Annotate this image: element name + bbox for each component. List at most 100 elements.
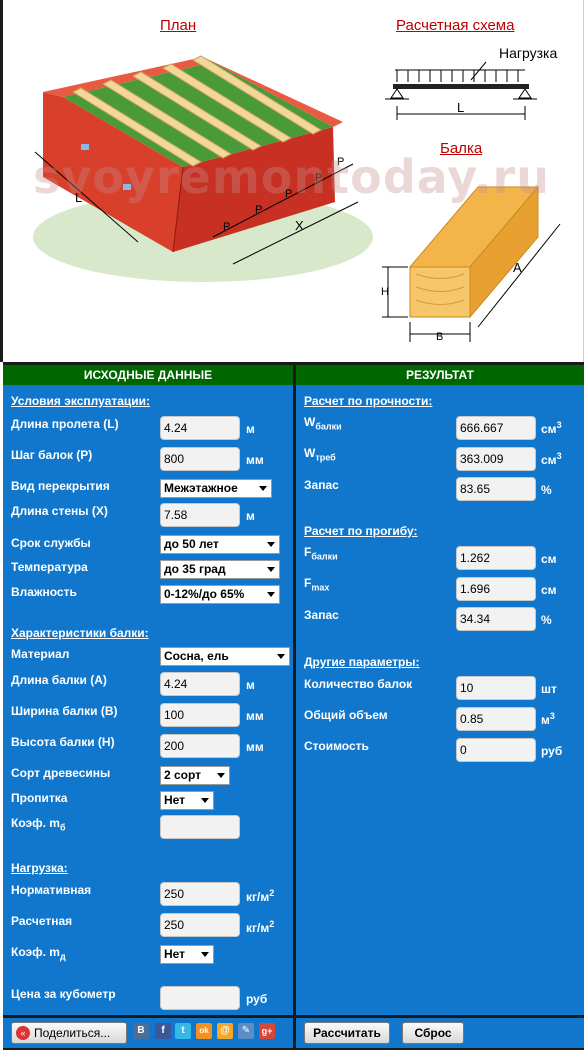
grade-select[interactable]: 2 сорт xyxy=(160,766,230,785)
f-max-sub: max xyxy=(311,582,330,593)
w-beam-unit-sup: 3 xyxy=(556,420,562,430)
chevron-down-icon xyxy=(217,773,225,778)
coef-mb-label: Коэф. mб xyxy=(11,816,66,832)
input-column: ИСХОДНЫЕ ДАННЫЕ Условия эксплуатации: Дл… xyxy=(3,365,293,1015)
volume-unit: м3 xyxy=(541,711,555,727)
humidity-select[interactable]: 0-12%/до 65% xyxy=(160,585,280,604)
beam-length-unit: м xyxy=(246,678,255,692)
floor-type-value: Межэтажное xyxy=(164,481,238,495)
load-label: Нагрузка xyxy=(499,45,557,61)
beam-heading: Балка xyxy=(440,140,483,157)
normative-label: Нормативная xyxy=(11,883,92,897)
cost-label: Стоимость xyxy=(304,739,369,753)
f-beam-text: F xyxy=(304,545,312,559)
cost-output: 0 xyxy=(456,738,536,762)
design-unit: кг/м2 xyxy=(246,919,274,935)
w-req-unit-sup: 3 xyxy=(556,451,562,461)
reserve-deflection-output: 34.34 xyxy=(456,607,536,631)
life-label: Срок службы xyxy=(11,536,91,550)
vk-icon[interactable]: B xyxy=(133,1023,149,1039)
coef-mb-input[interactable] xyxy=(160,815,240,839)
odnoklassniki-icon[interactable]: ok xyxy=(196,1023,212,1039)
material-select[interactable]: Сосна, ель xyxy=(160,647,290,666)
beam-count-unit: шт xyxy=(541,682,557,696)
share-icon: « xyxy=(16,1026,30,1040)
impregnation-select[interactable]: Нет xyxy=(160,791,214,810)
span-unit: м xyxy=(246,422,255,436)
normative-input[interactable]: 250 xyxy=(160,882,240,906)
chevron-down-icon xyxy=(267,592,275,597)
reserve-deflection-unit: % xyxy=(541,613,552,627)
material-label: Материал xyxy=(11,647,70,661)
volume-unit-sup: 3 xyxy=(549,711,555,721)
plan-x-label: X xyxy=(295,218,304,233)
step-unit: мм xyxy=(246,453,264,467)
coef-md-text: Коэф. m xyxy=(11,945,60,959)
calculator-panel: ИСХОДНЫЕ ДАННЫЕ Условия эксплуатации: Дл… xyxy=(3,362,584,1050)
watermark: svoyremontoday.ru xyxy=(33,150,550,204)
volume-label: Общий объем xyxy=(304,708,388,722)
wall-input[interactable]: 7.58 xyxy=(160,503,240,527)
reset-button[interactable]: Сброс xyxy=(402,1022,464,1044)
w-beam-output: 666.667 xyxy=(456,416,536,440)
floor-type-label: Вид перекрытия xyxy=(11,479,110,493)
plan-p-label: P xyxy=(285,188,292,200)
reserve-strength-output: 83.65 xyxy=(456,477,536,501)
share-bar: « Поделиться... B f t ok @ ✎ g+ xyxy=(3,1018,293,1048)
input-header: ИСХОДНЫЕ ДАННЫЕ xyxy=(3,365,293,385)
beam-height-label: Высота балки (H) xyxy=(11,735,115,749)
chevron-down-icon xyxy=(201,798,209,803)
conditions-title: Условия эксплуатации: xyxy=(11,394,150,408)
humidity-value: 0-12%/до 65% xyxy=(164,587,245,601)
normative-unit: кг/м2 xyxy=(246,888,274,904)
google-plus-icon[interactable]: g+ xyxy=(259,1023,275,1039)
illustration-area: План Расчетная схема Балка L X xyxy=(0,0,584,362)
step-input[interactable]: 800 xyxy=(160,447,240,471)
calculate-button[interactable]: Рассчитать xyxy=(304,1022,390,1044)
w-beam-sub: балки xyxy=(315,421,342,432)
mail-icon[interactable]: @ xyxy=(217,1023,233,1039)
beam-width-input[interactable]: 100 xyxy=(160,703,240,727)
beam-length-input[interactable]: 4.24 xyxy=(160,672,240,696)
beam-width-unit: мм xyxy=(246,709,264,723)
f-beam-sub: балки xyxy=(311,551,338,562)
twitter-icon[interactable]: t xyxy=(175,1023,191,1039)
plan-illustration: L X P P P P P xyxy=(33,55,373,282)
chevron-down-icon xyxy=(259,486,267,491)
wall-label: Длина стены (X) xyxy=(11,504,108,518)
beam-char-title: Характеристики балки: xyxy=(11,626,149,640)
coef-md-value: Нет xyxy=(164,947,186,961)
share-button[interactable]: « Поделиться... xyxy=(11,1022,127,1044)
f-max-label: Fmax xyxy=(304,576,329,592)
wall-unit: м xyxy=(246,509,255,523)
beam-height-unit: мм xyxy=(246,740,264,754)
w-beam-unit-text: см xyxy=(541,422,557,436)
w-req-unit: см3 xyxy=(541,451,562,467)
reserve-strength-label: Запас xyxy=(304,478,339,492)
f-beam-output: 1.262 xyxy=(456,546,536,570)
beam-count-label: Количество балок xyxy=(304,677,413,691)
design-input[interactable]: 250 xyxy=(160,913,240,937)
w-req-text: W xyxy=(304,446,316,460)
beam-count-output: 10 xyxy=(456,676,536,700)
coef-md-select[interactable]: Нет xyxy=(160,945,214,964)
span-input[interactable]: 4.24 xyxy=(160,416,240,440)
livejournal-icon[interactable]: ✎ xyxy=(238,1023,254,1039)
floor-type-select[interactable]: Межэтажное xyxy=(160,479,272,498)
volume-output: 0.85 xyxy=(456,707,536,731)
plan-p-label: P xyxy=(255,204,262,216)
beam-b-label: B xyxy=(436,331,443,343)
chevron-down-icon xyxy=(277,654,285,659)
temp-select[interactable]: до 35 град xyxy=(160,560,280,579)
facebook-icon[interactable]: f xyxy=(155,1023,171,1039)
w-req-sub: треб xyxy=(315,452,336,463)
beam-illustration: H B A xyxy=(381,185,561,343)
price-input[interactable] xyxy=(160,986,240,1010)
action-bar: Рассчитать Сброс xyxy=(296,1018,584,1048)
f-beam-label: Fбалки xyxy=(304,545,338,561)
beam-height-input[interactable]: 200 xyxy=(160,734,240,758)
w-beam-text: W xyxy=(304,415,316,429)
strength-title: Расчет по прочности: xyxy=(304,394,433,408)
life-select[interactable]: до 50 лет xyxy=(160,535,280,554)
temp-value: до 35 град xyxy=(164,562,226,576)
